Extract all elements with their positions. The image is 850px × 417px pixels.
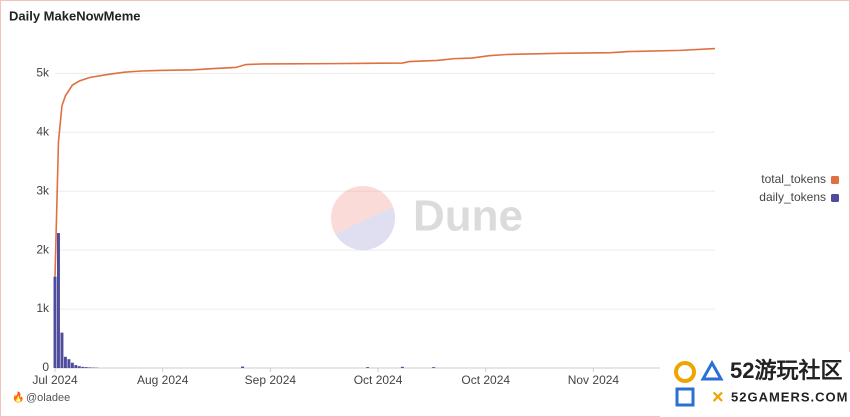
chart-title: Daily MakeNowMeme	[9, 8, 141, 23]
author: @oladee	[26, 392, 70, 404]
overlay-brand: 52游玩社区	[730, 358, 842, 383]
bar	[241, 366, 245, 368]
bar	[63, 356, 67, 368]
y-tick-label: 2k	[36, 242, 50, 256]
x-tick-label: Oct 2024	[354, 373, 403, 387]
x-tick-label: Jul 2024	[32, 373, 78, 387]
bar	[74, 365, 78, 368]
dune-logo: Dune	[331, 186, 523, 250]
legend-label: daily_tokens	[759, 190, 826, 204]
plot: 0 1k 2k 3k 4k 5k Jul 2024 Aug 2024 Sep 2024 Oct 2…	[32, 47, 839, 387]
legend-swatch	[831, 176, 839, 184]
y-tick-label: 4k	[36, 124, 50, 138]
bar	[88, 367, 92, 368]
bar	[84, 367, 88, 368]
x-tick-label: Aug 2024	[137, 373, 189, 387]
y-tick-label: 5k	[36, 66, 50, 80]
bar	[70, 362, 74, 368]
bar	[400, 366, 404, 368]
line	[54, 47, 716, 277]
y-tick-label: 3k	[36, 183, 50, 197]
y-tick-label: 0	[42, 360, 49, 374]
bar	[81, 366, 85, 368]
overlay-logo: × 52游玩社区 52GAMERS.COM	[660, 352, 850, 417]
watermark: Dune	[413, 192, 523, 241]
svg-text:×: ×	[712, 386, 724, 408]
bar	[366, 367, 370, 368]
bar	[53, 276, 57, 368]
bar	[432, 367, 436, 368]
bar	[67, 359, 71, 368]
x-tick-label: Nov 2024	[568, 373, 620, 387]
legend-swatch	[831, 194, 839, 202]
bar	[60, 332, 64, 368]
x-tick-label: Oct 2024	[461, 373, 510, 387]
y-tick-label: 1k	[36, 301, 50, 315]
x-tick-label: Sep 2024	[245, 373, 297, 387]
author-icon: 🔥	[12, 391, 24, 404]
legend-label: total_tokens	[761, 172, 826, 186]
bar	[77, 366, 81, 368]
bar	[56, 233, 60, 368]
overlay-url: 52GAMERS.COM	[731, 389, 848, 404]
